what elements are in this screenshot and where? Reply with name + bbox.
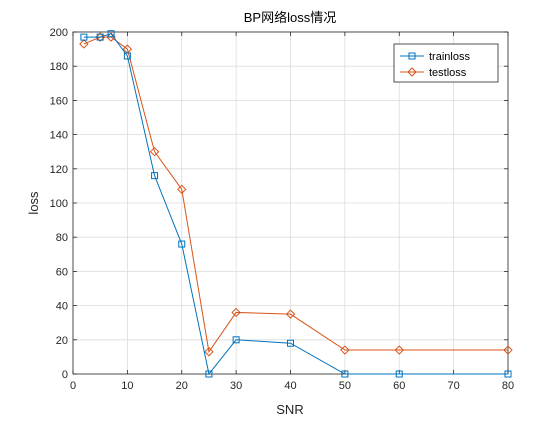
y-tick-label: 140: [50, 130, 68, 142]
testloss-point: [149, 146, 160, 157]
series: [79, 30, 513, 378]
trainloss-point: [232, 336, 240, 344]
x-axis-label: SNR: [276, 402, 303, 417]
trainloss-point: [151, 172, 159, 180]
x-tick-label: 70: [448, 380, 460, 392]
x-tick-label: 50: [339, 380, 351, 392]
trainloss-point: [80, 33, 88, 41]
x-tick-label: 60: [393, 380, 405, 392]
y-tick-label: 0: [62, 369, 68, 381]
trainloss-point: [504, 370, 512, 378]
testloss-point: [340, 345, 350, 355]
legend-label-testloss: testloss: [429, 67, 467, 79]
x-tick-label: 10: [121, 380, 133, 392]
testloss-point: [394, 345, 404, 355]
x-tick-label: 0: [70, 380, 76, 392]
testloss-point: [204, 347, 214, 357]
testloss-point: [231, 307, 241, 318]
y-tick-label: 100: [50, 198, 68, 210]
testloss-point: [177, 184, 187, 195]
legend: trainloss testloss: [393, 43, 499, 83]
testloss-point: [503, 345, 513, 355]
legend-marker-testloss: [407, 67, 417, 77]
trainloss-point: [395, 370, 403, 378]
legend-marker-trainloss: [408, 52, 416, 60]
y-tick-label: 20: [56, 335, 68, 347]
legend-entry-trainloss: trainloss: [400, 51, 470, 63]
trainloss-line: [83, 33, 508, 376]
trainloss-point: [123, 52, 131, 60]
series-trainloss: [80, 30, 512, 378]
legend-entry-testloss: testloss: [400, 67, 467, 79]
y-tick-label: 120: [50, 164, 68, 176]
x-tick-label: 20: [176, 380, 188, 392]
y-tick-label: 160: [50, 95, 68, 107]
trainloss-point: [178, 240, 186, 248]
trainloss-point: [107, 30, 115, 38]
legend-label-trainloss: trainloss: [429, 51, 470, 63]
testloss-point: [79, 39, 89, 49]
y-axis-label: loss: [26, 191, 41, 215]
testloss-point: [285, 309, 296, 319]
x-tick-label: 80: [502, 380, 514, 392]
x-tick-label: 40: [284, 380, 296, 392]
x-tick-label: 30: [230, 380, 242, 392]
trainloss-point: [287, 339, 294, 347]
y-tick-label: 200: [50, 27, 68, 39]
trainloss-point: [341, 370, 349, 378]
y-tick-label: 60: [56, 266, 68, 278]
y-tick-label: 40: [56, 301, 68, 313]
trainloss-point: [205, 370, 213, 378]
trainloss-point: [96, 33, 104, 41]
axis-ticks: 0 10 20 30 40 50 60 70 80 0 20 40 60 80 100 120 140 160 18…: [50, 27, 514, 392]
y-tick-label: 80: [56, 232, 68, 244]
chart-title: BP网络loss情况: [244, 10, 336, 25]
y-tick-label: 180: [50, 61, 68, 73]
